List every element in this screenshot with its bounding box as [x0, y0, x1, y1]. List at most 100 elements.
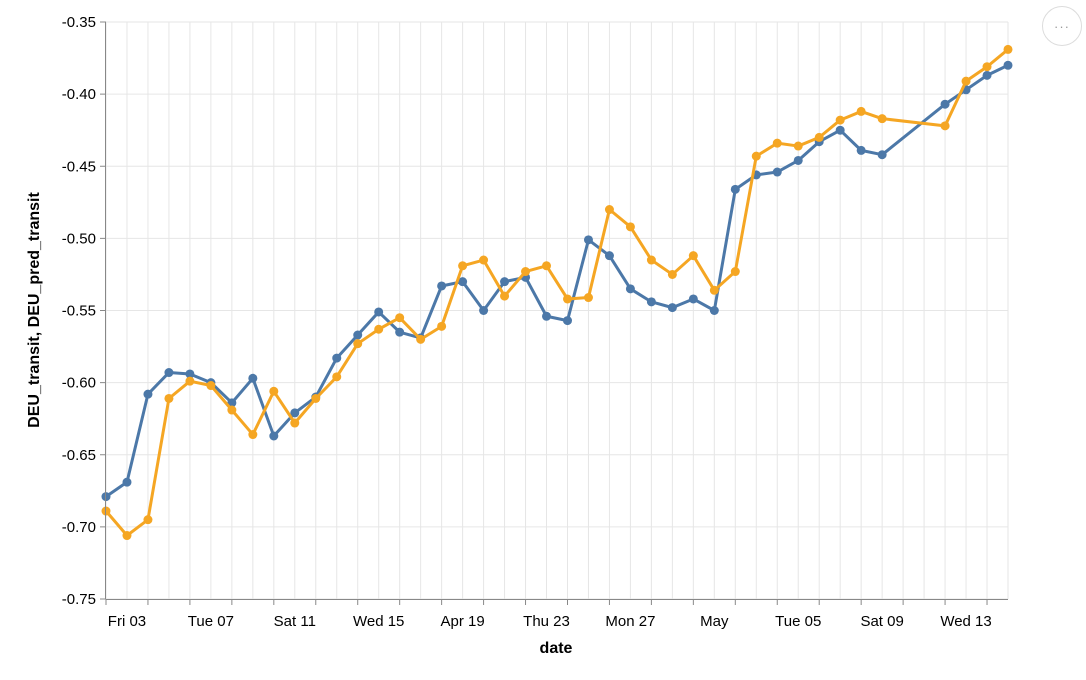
- data-point-DEU_pred_transit[interactable]: [353, 339, 363, 349]
- data-point-DEU_pred_transit[interactable]: [206, 381, 216, 391]
- data-point-DEU_pred_transit[interactable]: [877, 114, 887, 124]
- y-tick-label: -0.60: [62, 375, 96, 392]
- data-point-DEU_transit[interactable]: [940, 99, 950, 109]
- data-point-DEU_transit[interactable]: [437, 281, 447, 291]
- data-point-DEU_pred_transit[interactable]: [395, 313, 405, 323]
- grid-lines: [105, 21, 1009, 600]
- data-point-DEU_transit[interactable]: [353, 330, 363, 340]
- data-point-DEU_pred_transit[interactable]: [248, 430, 258, 440]
- data-point-DEU_pred_transit[interactable]: [982, 62, 992, 72]
- data-point-DEU_transit[interactable]: [562, 316, 572, 326]
- data-point-DEU_pred_transit[interactable]: [374, 324, 384, 334]
- data-point-DEU_pred_transit[interactable]: [751, 151, 761, 161]
- data-point-DEU_pred_transit[interactable]: [604, 205, 614, 215]
- data-point-DEU_pred_transit[interactable]: [688, 251, 698, 261]
- data-point-DEU_pred_transit[interactable]: [143, 515, 153, 525]
- data-point-DEU_transit[interactable]: [332, 353, 342, 363]
- data-point-DEU_pred_transit[interactable]: [437, 321, 447, 331]
- data-point-DEU_transit[interactable]: [835, 125, 845, 135]
- y-tick-label: -0.70: [62, 519, 96, 536]
- data-point-DEU_pred_transit[interactable]: [311, 393, 321, 403]
- x-tick-label: Tue 05: [775, 613, 821, 630]
- data-point-DEU_pred_transit[interactable]: [227, 405, 237, 415]
- series-layer: [101, 44, 1013, 541]
- data-point-DEU_pred_transit[interactable]: [500, 291, 510, 301]
- series-DEU_pred_transit: [101, 44, 1013, 541]
- chart-actions-menu-button[interactable]: ···: [1042, 6, 1082, 46]
- data-point-DEU_transit[interactable]: [667, 303, 677, 313]
- data-point-DEU_transit[interactable]: [122, 477, 132, 487]
- y-tick-label: -0.55: [62, 303, 96, 320]
- data-point-DEU_transit[interactable]: [982, 70, 992, 80]
- data-point-DEU_transit[interactable]: [793, 155, 803, 165]
- data-point-DEU_transit[interactable]: [625, 284, 635, 294]
- data-point-DEU_pred_transit[interactable]: [332, 372, 342, 382]
- data-point-DEU_pred_transit[interactable]: [814, 132, 824, 142]
- data-point-DEU_pred_transit[interactable]: [646, 255, 656, 265]
- data-point-DEU_transit[interactable]: [458, 277, 468, 287]
- data-point-DEU_pred_transit[interactable]: [835, 115, 845, 125]
- data-point-DEU_transit[interactable]: [395, 327, 405, 337]
- data-point-DEU_transit[interactable]: [709, 306, 719, 315]
- data-point-DEU_pred_transit[interactable]: [583, 293, 593, 303]
- y-tick-label: -0.45: [62, 158, 96, 175]
- more-options-icon: ···: [1054, 18, 1070, 34]
- y-tick-label: -0.65: [62, 447, 96, 464]
- data-point-DEU_transit[interactable]: [143, 389, 153, 399]
- x-tick-label: May: [700, 613, 729, 630]
- data-point-DEU_transit[interactable]: [185, 369, 195, 379]
- data-point-DEU_pred_transit[interactable]: [164, 393, 174, 403]
- data-point-DEU_transit[interactable]: [269, 431, 279, 441]
- x-tick-label: Tue 07: [188, 613, 234, 630]
- data-point-DEU_pred_transit[interactable]: [416, 334, 426, 344]
- data-point-DEU_transit[interactable]: [856, 145, 866, 155]
- data-point-DEU_pred_transit[interactable]: [562, 294, 572, 304]
- data-point-DEU_pred_transit[interactable]: [856, 106, 866, 116]
- data-point-DEU_pred_transit[interactable]: [479, 255, 489, 265]
- data-point-DEU_transit[interactable]: [730, 184, 740, 194]
- data-point-DEU_transit[interactable]: [479, 306, 489, 315]
- data-point-DEU_transit[interactable]: [688, 294, 698, 304]
- data-point-DEU_transit[interactable]: [290, 408, 300, 418]
- x-tick-label: Sat 11: [274, 613, 316, 630]
- data-point-DEU_transit[interactable]: [374, 307, 384, 317]
- data-point-DEU_transit[interactable]: [646, 297, 656, 307]
- data-point-DEU_pred_transit[interactable]: [122, 531, 132, 541]
- y-tick-label: -0.50: [62, 230, 96, 247]
- y-tick-label: -0.75: [62, 591, 96, 608]
- data-point-DEU_pred_transit[interactable]: [290, 418, 300, 428]
- data-point-DEU_pred_transit[interactable]: [793, 141, 803, 151]
- x-tick-label: Wed 15: [353, 613, 404, 630]
- x-tick-label: Mon 27: [605, 613, 655, 630]
- data-point-DEU_pred_transit[interactable]: [269, 386, 279, 396]
- data-point-DEU_pred_transit[interactable]: [625, 222, 635, 232]
- data-point-DEU_transit[interactable]: [583, 235, 593, 245]
- data-point-DEU_transit[interactable]: [1003, 60, 1013, 70]
- data-point-DEU_pred_transit[interactable]: [521, 267, 531, 277]
- data-point-DEU_transit[interactable]: [542, 311, 552, 321]
- data-point-DEU_pred_transit[interactable]: [940, 121, 950, 131]
- data-point-DEU_transit[interactable]: [604, 251, 614, 261]
- data-point-DEU_pred_transit[interactable]: [772, 138, 782, 148]
- data-point-DEU_pred_transit[interactable]: [730, 267, 740, 277]
- x-tick-label: Thu 23: [523, 613, 570, 630]
- data-point-DEU_transit[interactable]: [227, 398, 237, 408]
- y-tick-label: -0.40: [62, 86, 96, 103]
- data-point-DEU_pred_transit[interactable]: [709, 285, 719, 295]
- data-point-DEU_transit[interactable]: [164, 368, 174, 378]
- data-point-DEU_transit[interactable]: [772, 167, 782, 177]
- data-point-DEU_transit[interactable]: [877, 150, 887, 160]
- y-tick-label: -0.35: [62, 14, 96, 31]
- data-point-DEU_pred_transit[interactable]: [542, 261, 552, 271]
- data-point-DEU_pred_transit[interactable]: [1003, 44, 1013, 54]
- data-point-DEU_transit[interactable]: [248, 373, 258, 383]
- series-line-DEU_pred_transit: [104, 48, 1009, 538]
- data-point-DEU_transit[interactable]: [500, 277, 510, 287]
- data-point-DEU_pred_transit[interactable]: [458, 261, 468, 271]
- data-point-DEU_pred_transit[interactable]: [185, 376, 195, 386]
- x-axis-title: date: [540, 640, 573, 657]
- data-point-DEU_pred_transit[interactable]: [961, 76, 971, 86]
- data-point-DEU_pred_transit[interactable]: [667, 269, 677, 279]
- x-tick-label: Fri 03: [108, 613, 146, 630]
